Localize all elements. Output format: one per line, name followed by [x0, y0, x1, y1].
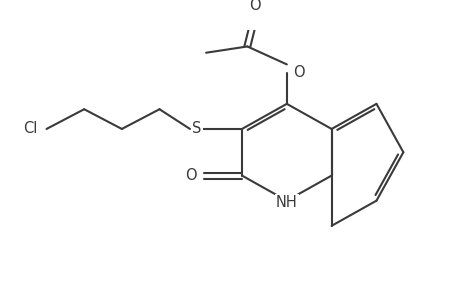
- Text: O: O: [293, 65, 304, 80]
- Text: Cl: Cl: [23, 122, 38, 136]
- Text: S: S: [192, 122, 202, 136]
- Text: NH: NH: [275, 195, 297, 210]
- Text: O: O: [248, 0, 260, 13]
- Text: O: O: [185, 168, 197, 183]
